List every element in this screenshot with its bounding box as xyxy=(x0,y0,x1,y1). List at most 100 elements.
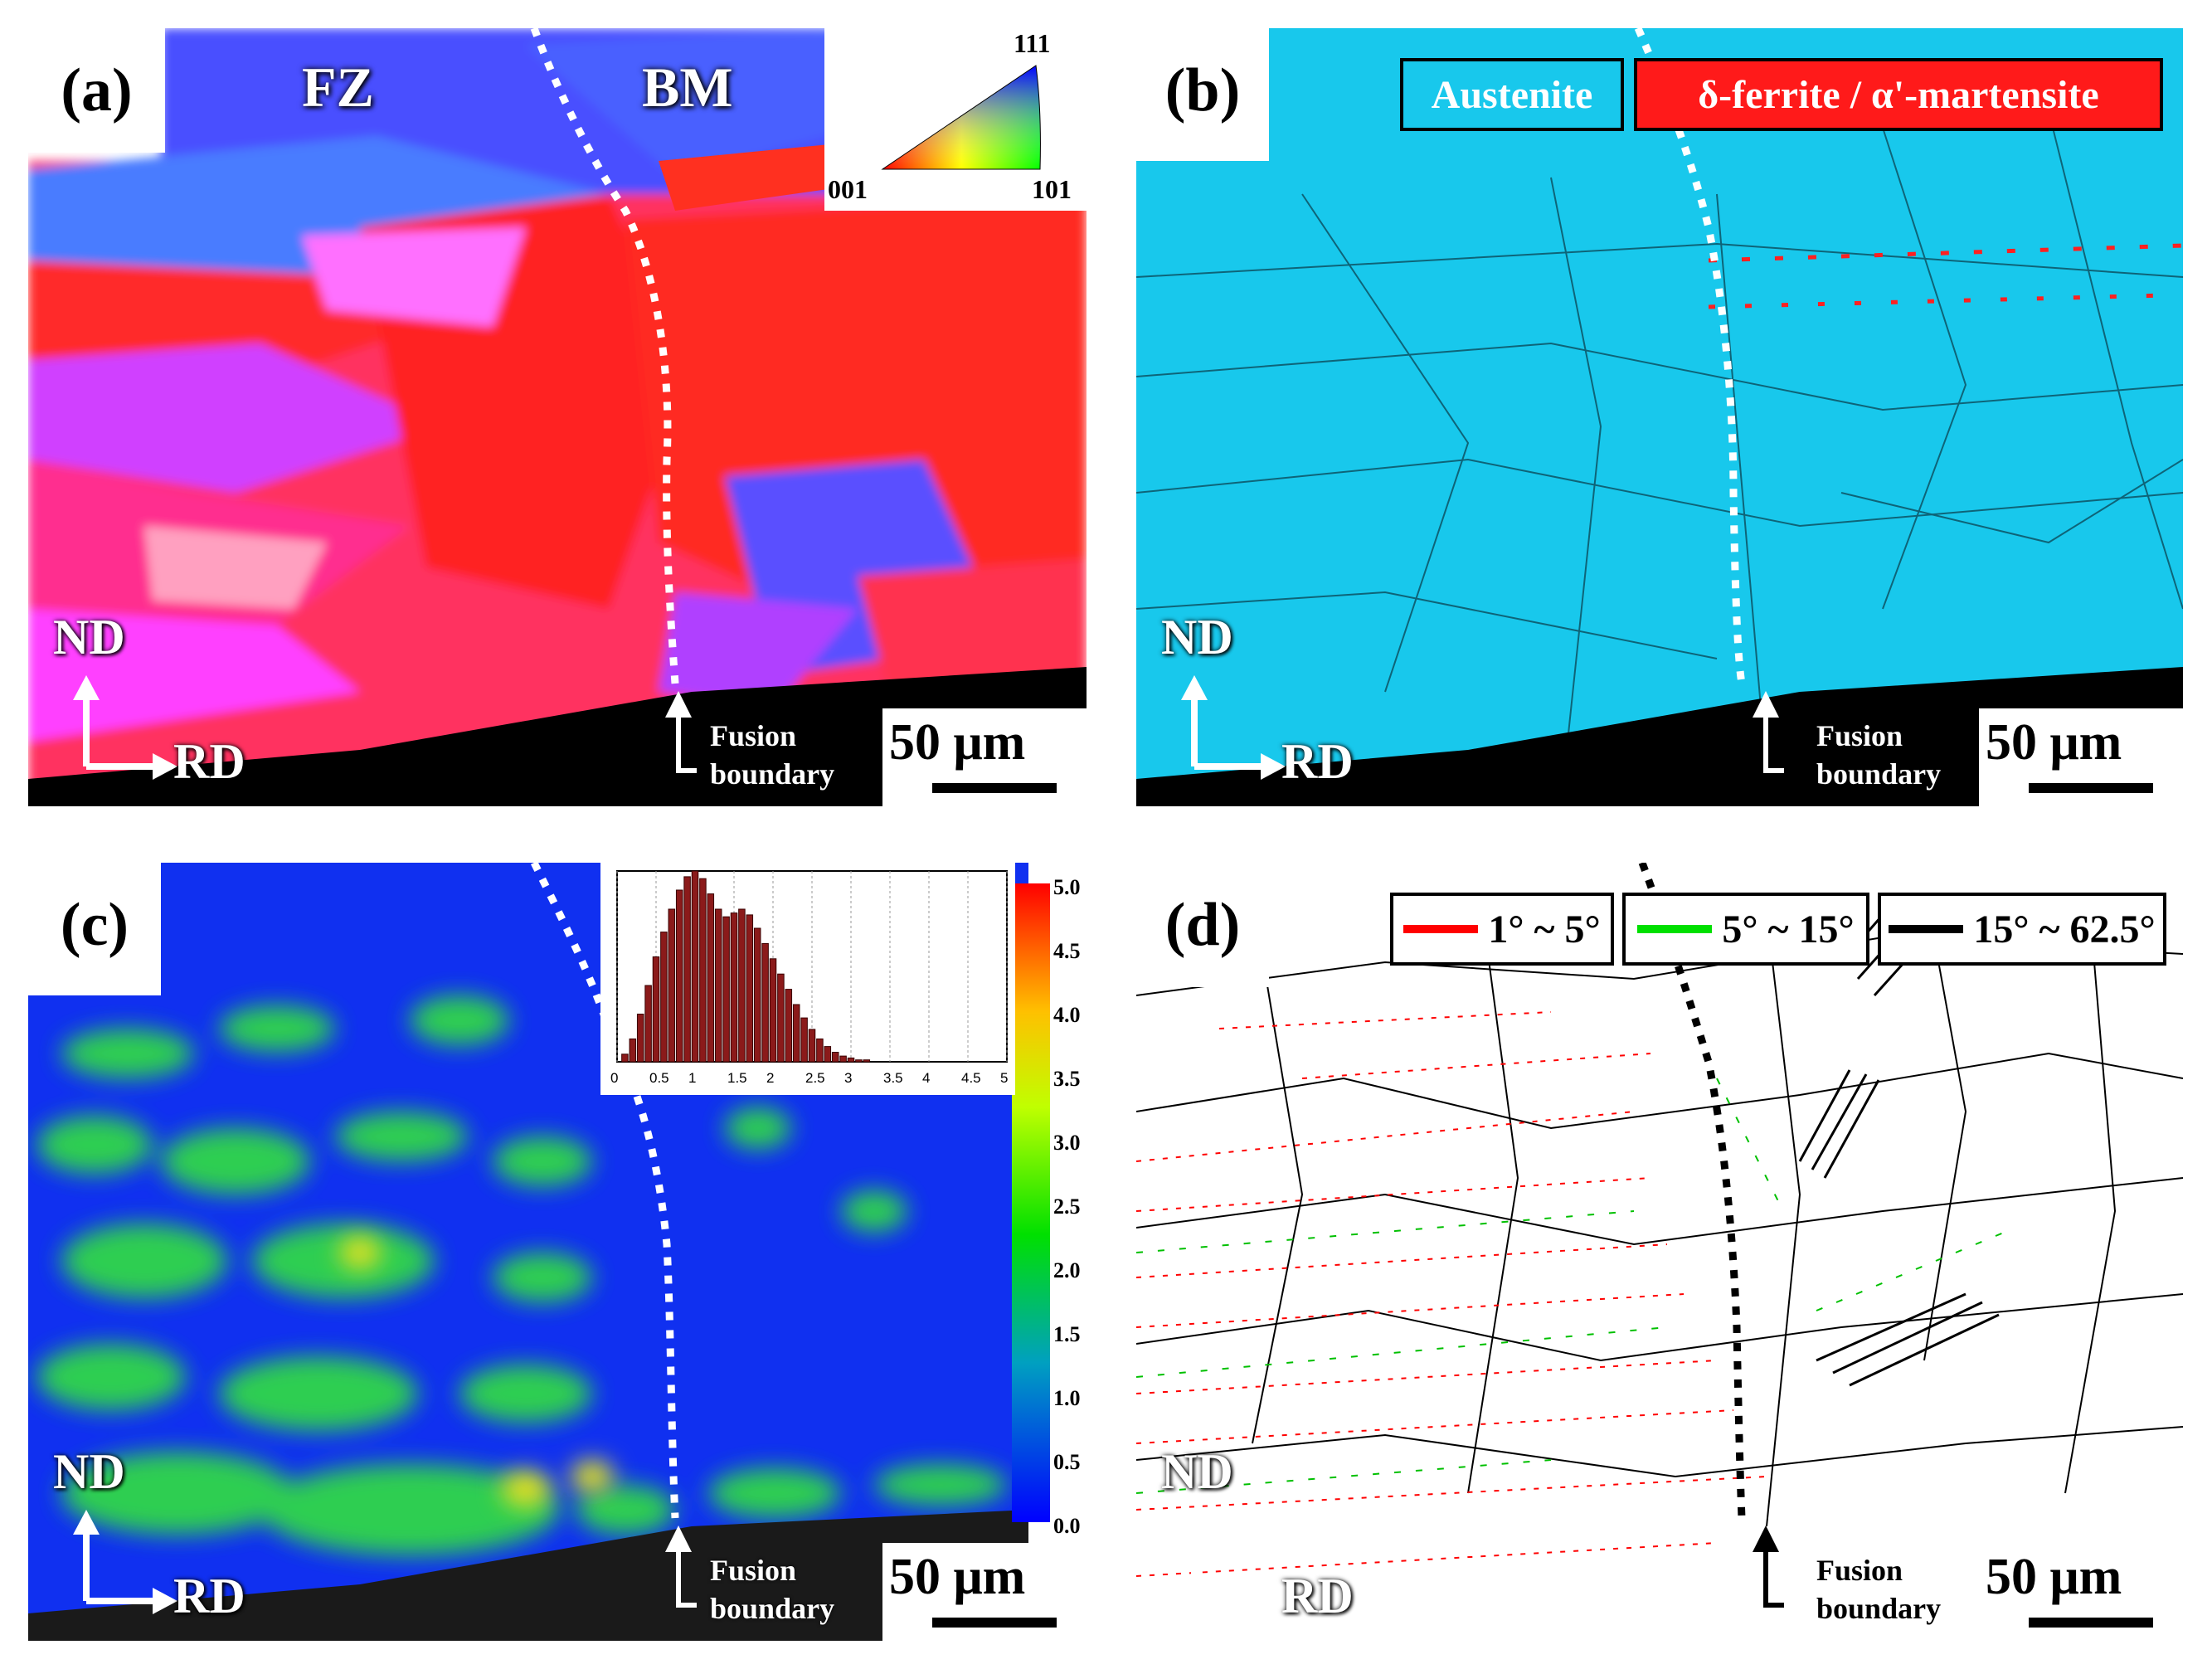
fusion-line2: boundary xyxy=(1816,1592,1942,1625)
histogram-tick-label: 0.5 xyxy=(649,1070,669,1086)
ipf-111-label: 111 xyxy=(1014,28,1051,58)
scale-label: 50 μm xyxy=(1986,1549,2122,1605)
histogram-tick-label: 3 xyxy=(844,1070,853,1086)
nd-label: ND xyxy=(1161,610,1233,664)
histogram-bar xyxy=(800,1017,808,1063)
panel-b: (b) Austenite δ-ferrite / α'-martensite … xyxy=(1136,28,2183,806)
scale-bar xyxy=(932,1618,1057,1628)
legend-low-angle-label: 1° ~ 5° xyxy=(1488,907,1601,951)
fusion-arrow-icon xyxy=(1753,691,1784,773)
histogram-bar xyxy=(753,927,761,1063)
histogram-tick-label: 1.5 xyxy=(727,1070,747,1086)
legend-mid-angle: 5° ~ 15° xyxy=(1622,893,1869,966)
histogram-tick-label: 1 xyxy=(688,1070,697,1086)
fusion-line-a xyxy=(530,28,679,684)
kam-map xyxy=(28,863,1087,1641)
histogram-bar xyxy=(621,1053,629,1063)
legend-ferrite-label: δ-ferrite / α'-martensite xyxy=(1698,72,2099,117)
nd-rd-axes-icon xyxy=(1181,675,1286,780)
histogram-bar xyxy=(863,1059,871,1063)
histogram-bar xyxy=(644,985,652,1063)
ipf-001-label: 001 xyxy=(828,174,868,204)
fusion-boundary-label: Fusion boundary xyxy=(710,1551,834,1628)
panel-c: (c) 5.0 4.5 4.0 3.5 3.0 2.5 2.0 1.5 1.0 … xyxy=(28,863,1087,1641)
legend-line-green xyxy=(1637,925,1713,933)
histogram-bar xyxy=(675,889,683,1063)
fusion-boundary-label: Fusion boundary xyxy=(1816,1551,1941,1628)
histogram-bar xyxy=(761,942,769,1063)
colorbar xyxy=(1012,883,1050,1522)
cb-tick: 3.0 xyxy=(1053,1131,1081,1155)
scale-label: 50 μm xyxy=(889,1549,1026,1605)
histogram-bar xyxy=(730,912,738,1063)
histogram-tick-label: 0 xyxy=(610,1070,619,1086)
fz-label: FZ xyxy=(302,56,374,119)
phase-map xyxy=(1136,28,2183,806)
histogram-tick-label: 5 xyxy=(1000,1070,1009,1086)
scale-box: 50 μm xyxy=(882,1543,1087,1641)
histogram-ticks: 0 0.5 1 1.5 2 2.5 3 3.5 4 4.5 5 xyxy=(600,863,1015,1095)
histogram-bar xyxy=(691,870,699,1063)
histogram-bar xyxy=(629,1038,637,1063)
rd-label: RD xyxy=(173,734,246,789)
nd-rd-axes-icon xyxy=(1181,1510,1286,1614)
fusion-line1: Fusion xyxy=(710,719,797,752)
histogram-bar xyxy=(792,1004,800,1063)
scale-label: 50 μm xyxy=(889,714,1026,771)
fusion-boundary-label: Fusion boundary xyxy=(710,717,834,793)
histogram-bar xyxy=(746,914,754,1063)
fusion-line1: Fusion xyxy=(1816,719,1903,752)
cb-tick: 1.5 xyxy=(1053,1322,1081,1346)
fusion-line2: boundary xyxy=(710,1592,835,1625)
histogram-bar xyxy=(855,1059,863,1063)
cb-tick: 4.5 xyxy=(1053,939,1081,963)
histogram-bar xyxy=(707,893,715,1063)
fusion-boundary-label: Fusion boundary xyxy=(1816,717,1941,793)
histogram-tick-label: 3.5 xyxy=(883,1070,903,1086)
rd-label: RD xyxy=(1281,1569,1354,1623)
ipf-map xyxy=(28,28,1087,806)
fusion-line-b xyxy=(1634,28,1746,684)
bm-label: BM xyxy=(642,56,733,119)
legend-line-black xyxy=(1889,925,1964,933)
histogram-bar xyxy=(847,1057,855,1063)
histogram-bar xyxy=(722,916,730,1063)
cb-tick: 2.5 xyxy=(1053,1195,1081,1219)
histogram-bar xyxy=(714,908,722,1063)
nd-rd-axes-icon xyxy=(73,1510,177,1614)
scale-bar xyxy=(2029,1618,2153,1628)
cb-tick: 0.0 xyxy=(1053,1514,1081,1538)
scale-box: 50 μm xyxy=(1979,1543,2183,1641)
cb-tick: 4.0 xyxy=(1053,1003,1081,1027)
histogram-inset: 0 0.5 1 1.5 2 2.5 3 3.5 4 4.5 5 xyxy=(600,863,1015,1095)
legend-mid-angle-label: 5° ~ 15° xyxy=(1722,907,1855,951)
histogram-bar xyxy=(777,973,785,1063)
histogram-bar xyxy=(699,878,707,1063)
nd-rd-axes-icon xyxy=(73,675,177,780)
histogram-bar xyxy=(738,908,746,1063)
scale-box: 50 μm xyxy=(882,708,1087,806)
nd-label: ND xyxy=(53,1444,125,1499)
panel-a-tag: (a) xyxy=(28,28,165,153)
scale-bar xyxy=(2029,783,2153,793)
nd-label: ND xyxy=(53,610,125,664)
histogram-bar xyxy=(668,908,676,1063)
scale-box: 50 μm xyxy=(1979,708,2183,806)
histogram-bar xyxy=(652,956,660,1063)
histogram-bar xyxy=(683,876,691,1063)
legend-low-angle: 1° ~ 5° xyxy=(1390,893,1614,966)
histogram-bar xyxy=(824,1046,832,1063)
histogram-bar xyxy=(839,1055,847,1063)
fusion-line-c xyxy=(530,863,679,1519)
nd-label: ND xyxy=(1161,1444,1233,1499)
legend-austenite: Austenite xyxy=(1400,58,1624,131)
histogram-tick-label: 2.5 xyxy=(805,1070,825,1086)
fusion-line2: boundary xyxy=(710,757,835,791)
histogram-bar xyxy=(769,958,777,1063)
legend-high-angle-label: 15° ~ 62.5° xyxy=(1973,907,2156,951)
histogram-bar xyxy=(816,1038,824,1063)
ipf-legend: 111 001 101 xyxy=(824,28,1087,211)
histogram-bar xyxy=(808,1029,816,1063)
panel-a: (a) FZ BM 111 001 101 xyxy=(28,28,1087,806)
colorbar-ticks: 5.0 4.5 4.0 3.5 3.0 2.5 2.0 1.5 1.0 0.5 … xyxy=(1053,875,1087,1538)
